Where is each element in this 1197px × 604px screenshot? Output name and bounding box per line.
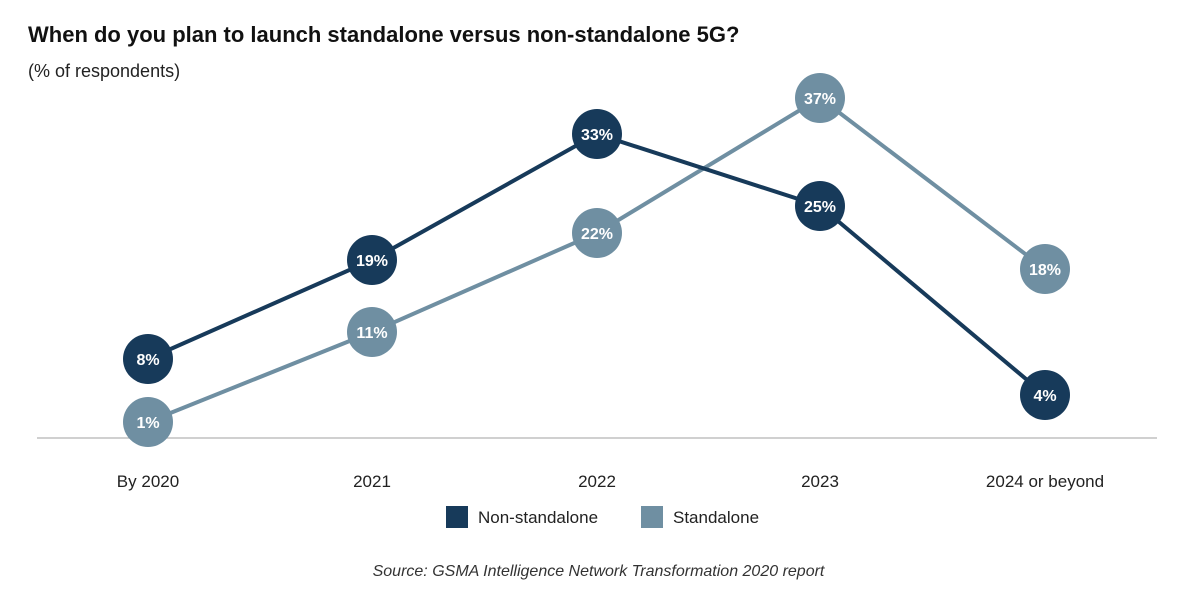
data-point-standalone [347, 307, 397, 357]
data-point-non-standalone [123, 334, 173, 384]
x-tick-label: By 2020 [117, 472, 179, 491]
data-label-non-standalone: 25% [804, 199, 836, 216]
data-label-non-standalone: 8% [136, 352, 159, 369]
x-axis-ticks: By 2020 2021 2022 2023 2024 or beyond [117, 472, 1104, 491]
chart-title: When do you plan to launch standalone ve… [28, 22, 740, 47]
data-label-standalone: 18% [1029, 262, 1061, 279]
x-tick-label: 2022 [578, 472, 616, 491]
legend-swatch-standalone [641, 506, 663, 528]
legend-item-standalone: Standalone [641, 506, 759, 528]
series-layer: 1% 11% 22% 37% 18% 8% 19% 33% 25% 4% [123, 73, 1070, 447]
series-non-standalone: 8% 19% 33% 25% 4% [123, 109, 1070, 420]
data-label-standalone: 11% [356, 325, 387, 342]
data-point-non-standalone [347, 235, 397, 285]
data-point-non-standalone [795, 181, 845, 231]
data-point-standalone [572, 208, 622, 258]
legend-swatch-non-standalone [446, 506, 468, 528]
series-standalone: 1% 11% 22% 37% 18% [123, 73, 1070, 447]
x-tick-label: 2023 [801, 472, 839, 491]
data-label-non-standalone: 4% [1033, 388, 1056, 405]
legend-label-non-standalone: Non-standalone [478, 508, 598, 527]
data-point-standalone [795, 73, 845, 123]
source-note: Source: GSMA Intelligence Network Transf… [372, 563, 825, 580]
data-point-standalone [123, 397, 173, 447]
legend-label-standalone: Standalone [673, 508, 759, 527]
data-label-standalone: 22% [581, 226, 613, 243]
series-line-non-standalone [147, 132, 1047, 397]
data-point-standalone [1020, 244, 1070, 294]
x-tick-label: 2024 or beyond [986, 472, 1104, 491]
x-tick-label: 2021 [353, 472, 391, 491]
legend-item-non-standalone: Non-standalone [446, 506, 598, 528]
data-label-standalone: 1% [136, 415, 159, 432]
legend: Non-standalone Standalone [446, 506, 759, 528]
data-point-non-standalone [1020, 370, 1070, 420]
data-label-standalone: 37% [804, 91, 836, 108]
data-label-non-standalone: 19% [356, 253, 388, 270]
chart-subtitle: (% of respondents) [28, 61, 181, 81]
data-point-non-standalone [572, 109, 622, 159]
data-label-non-standalone: 33% [581, 127, 613, 144]
